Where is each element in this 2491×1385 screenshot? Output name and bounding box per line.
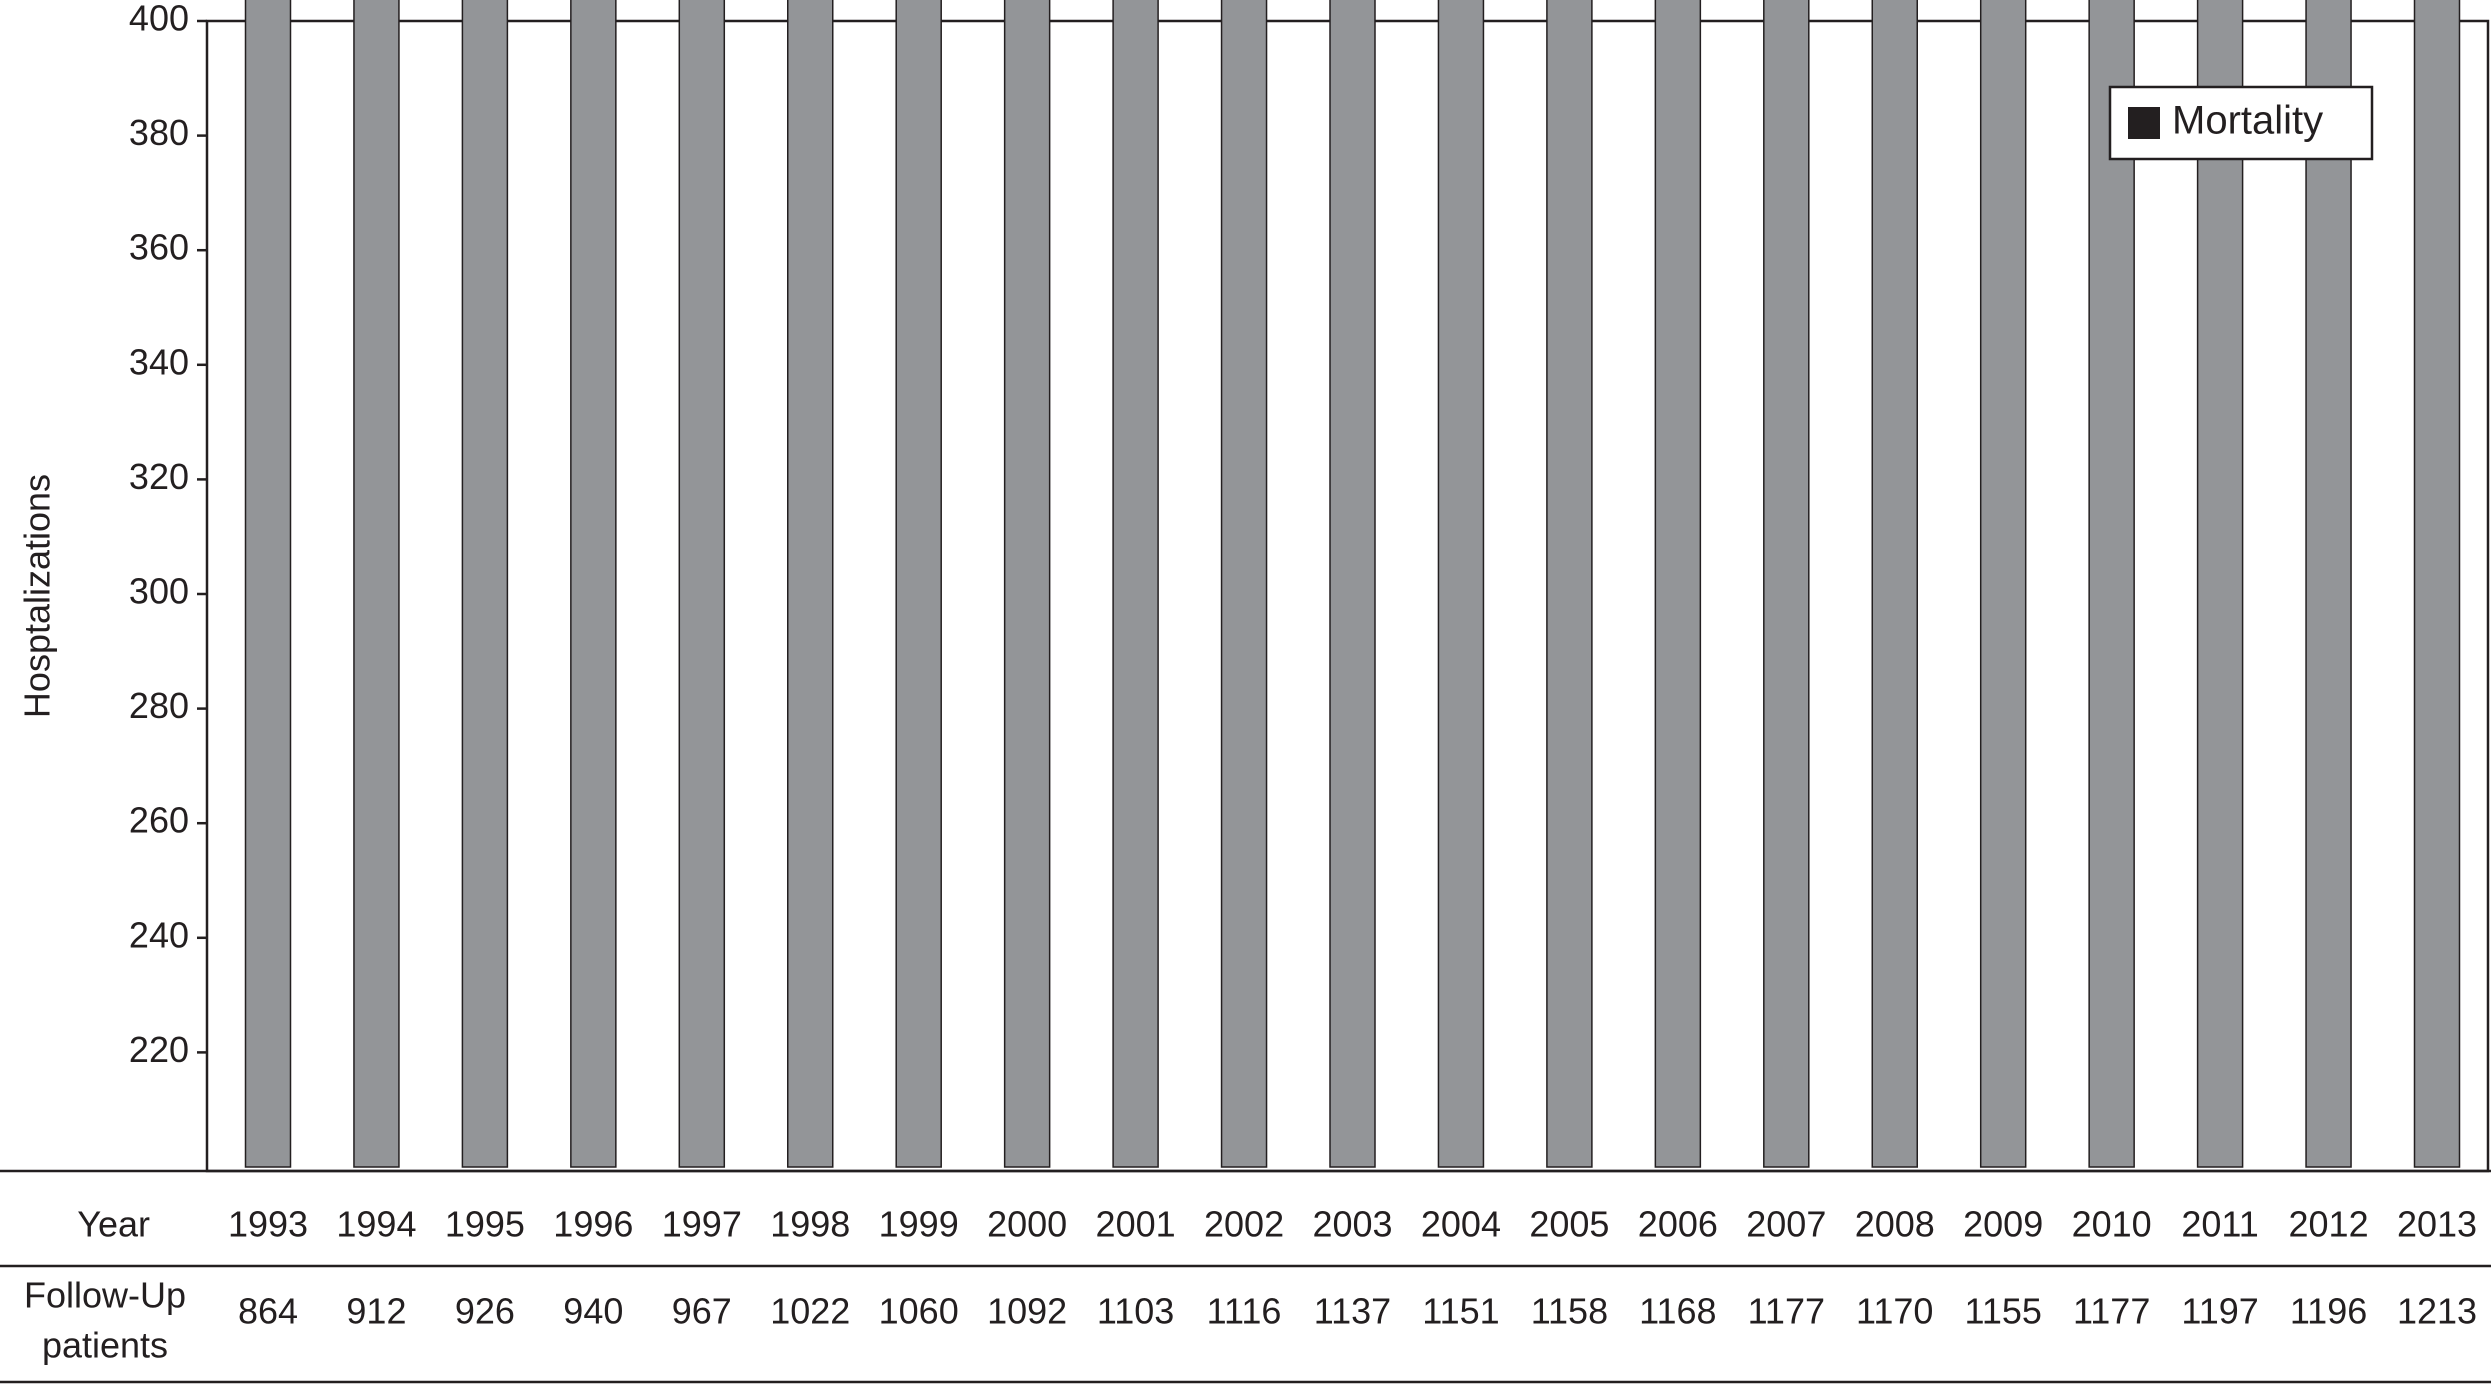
year-label: 2008 — [1855, 1204, 1935, 1245]
followup-value: 967 — [672, 1291, 732, 1332]
followup-value: 940 — [563, 1291, 623, 1332]
followup-value: 1022 — [770, 1291, 850, 1332]
bar-segment — [1003, 0, 1051, 1168]
followup-value: 1177 — [1748, 1291, 1825, 1332]
year-label: 2010 — [2072, 1204, 2152, 1245]
bar-segment — [1112, 0, 1159, 1168]
followup-value: 1213 — [2397, 1291, 2477, 1332]
bar-segment — [1763, 0, 1810, 1168]
year-label: 2001 — [1096, 1204, 1176, 1245]
year-label: 2002 — [1204, 1204, 1284, 1245]
bar-segment — [1979, 0, 2027, 1168]
year-label: 2007 — [1746, 1204, 1826, 1245]
year-label: 2012 — [2289, 1204, 2369, 1245]
y-tick-label: 220 — [129, 1029, 189, 1070]
year-label: 1998 — [770, 1204, 850, 1245]
year-label: 1994 — [336, 1204, 416, 1245]
bar-segment — [1329, 0, 1376, 1168]
year-label: 1997 — [662, 1204, 742, 1245]
y-tick-label: 240 — [129, 914, 189, 955]
row-label: Year — [77, 1204, 150, 1245]
year-label: 2011 — [2181, 1204, 2258, 1245]
followup-value: 864 — [238, 1291, 298, 1332]
followup-value: 1116 — [1207, 1291, 1282, 1332]
year-label: 1999 — [879, 1204, 959, 1245]
followup-value: 1137 — [1314, 1291, 1391, 1332]
year-label: 2004 — [1421, 1204, 1501, 1245]
y-tick-label: 340 — [129, 341, 189, 382]
y-tick-label: 300 — [129, 571, 189, 612]
year-label: 2013 — [2397, 1204, 2477, 1245]
year-label: 2005 — [1529, 1204, 1609, 1245]
y-tick-label: 320 — [129, 456, 189, 497]
year-label: 1993 — [228, 1204, 308, 1245]
followup-value: 1103 — [1097, 1291, 1174, 1332]
followup-value: 1177 — [2073, 1291, 2150, 1332]
bar-segment — [2088, 0, 2135, 1168]
year-label: 1996 — [553, 1204, 633, 1245]
y-axis-label: Hosptalizations — [17, 474, 58, 718]
followup-value: 1060 — [879, 1291, 959, 1332]
followup-value: 1196 — [2290, 1291, 2367, 1332]
y-tick-label: 260 — [129, 800, 189, 841]
followup-value: 1155 — [1964, 1291, 2041, 1332]
year-label: 2006 — [1638, 1204, 1718, 1245]
bar-segment — [461, 0, 509, 1168]
bar-segment — [1437, 0, 1485, 1168]
bar-segment — [2196, 0, 2244, 1168]
legend-swatch — [2128, 107, 2160, 139]
bar-segment — [570, 0, 617, 1168]
row-label: patients — [42, 1325, 168, 1366]
bar-segment — [1546, 0, 1593, 1168]
row-label: Follow-Up — [24, 1275, 186, 1316]
bar-segment — [244, 0, 292, 1168]
bar-segment — [353, 0, 400, 1168]
followup-value: 1151 — [1422, 1291, 1499, 1332]
year-label: 2009 — [1963, 1204, 2043, 1245]
bar-segment — [2413, 0, 2461, 1168]
followup-value: 1092 — [987, 1291, 1067, 1332]
year-label: 2003 — [1312, 1204, 1392, 1245]
year-label: 1995 — [445, 1204, 525, 1245]
followup-value: 1158 — [1531, 1291, 1608, 1332]
bar-segment — [1871, 0, 1918, 1168]
y-tick-label: 400 — [129, 0, 189, 39]
bar-segment — [895, 0, 942, 1168]
bar-segment — [2305, 0, 2352, 1168]
followup-value: 1170 — [1856, 1291, 1933, 1332]
y-tick-label: 380 — [129, 112, 189, 153]
legend-label: Mortality — [2172, 99, 2323, 143]
year-label: 2000 — [987, 1204, 1067, 1245]
followup-value: 926 — [455, 1291, 515, 1332]
bar-segment — [1654, 0, 1702, 1168]
followup-value: 1197 — [2181, 1291, 2258, 1332]
followup-value: 912 — [346, 1291, 406, 1332]
bar-segment — [678, 0, 726, 1168]
followup-value: 1168 — [1639, 1291, 1716, 1332]
bar-segment — [787, 0, 834, 1168]
y-tick-label: 280 — [129, 685, 189, 726]
y-tick-label: 360 — [129, 227, 189, 268]
bar-segment — [1220, 0, 1268, 1168]
